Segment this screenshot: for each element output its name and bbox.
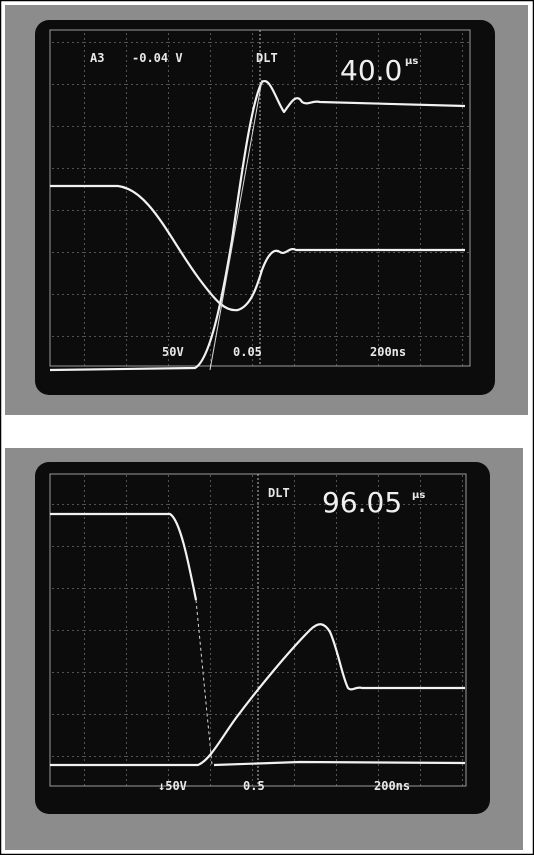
trace-a-tail — [213, 760, 466, 767]
trace-edge — [209, 79, 263, 371]
delay-readout: 40.0 — [340, 54, 402, 87]
delay-unit: µs — [412, 490, 425, 501]
trace-a — [50, 512, 198, 601]
time-per-div: 200ns — [370, 345, 406, 359]
fraction-readout: 0.05 — [233, 345, 262, 359]
channel-readout: A3 — [90, 51, 104, 65]
offset-readout: -0.04 V — [132, 51, 183, 65]
delay-readout: 96.05 — [322, 486, 402, 519]
mode-readout: DLT — [256, 51, 278, 65]
mode-readout: DLT — [268, 486, 290, 500]
volts-per-div: 50V — [162, 345, 184, 359]
trace-b — [50, 623, 465, 767]
scope-panel-1: A3 -0.04 V DLT 40.0 µs 50V 0.05 200ns — [5, 5, 528, 415]
scope-panel-2: DLT 96.05 µs ↓50V 0.5 200ns — [5, 448, 523, 850]
delay-unit: µs — [405, 56, 418, 67]
volts-per-div: ↓50V — [158, 779, 187, 793]
time-per-div: 200ns — [374, 779, 410, 793]
fraction-readout: 0.5 — [243, 779, 265, 793]
trace-a-fast — [195, 599, 213, 766]
trace-a — [50, 184, 465, 312]
